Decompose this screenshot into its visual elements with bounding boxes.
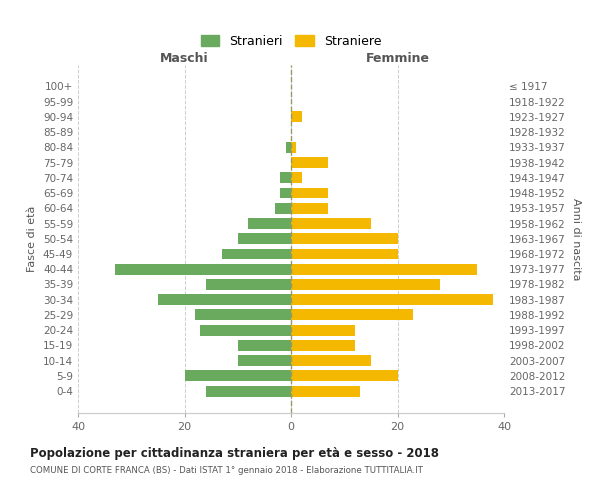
Bar [291,310,413,320]
Bar [195,310,291,320]
Text: COMUNE DI CORTE FRANCA (BS) - Dati ISTAT 1° gennaio 2018 - Elaborazione TUTTITAL: COMUNE DI CORTE FRANCA (BS) - Dati ISTAT… [30,466,423,475]
Text: Maschi: Maschi [160,52,209,65]
Text: Femmine: Femmine [365,52,430,65]
Bar [291,112,302,122]
Y-axis label: Anni di nascita: Anni di nascita [571,198,581,280]
Bar [291,203,328,213]
Bar [280,188,291,198]
Bar [291,142,296,153]
Text: Popolazione per cittadinanza straniera per età e sesso - 2018: Popolazione per cittadinanza straniera p… [30,448,439,460]
Bar [238,234,291,244]
Bar [185,370,291,382]
Bar [291,172,302,184]
Bar [200,324,291,336]
Bar [158,294,291,305]
Bar [291,386,360,396]
Bar [291,264,478,274]
Bar [115,264,291,274]
Bar [206,279,291,290]
Bar [206,386,291,396]
Bar [286,142,291,153]
Bar [291,355,371,366]
Bar [291,188,328,198]
Bar [291,248,398,260]
Legend: Stranieri, Straniere: Stranieri, Straniere [196,30,386,52]
Bar [291,340,355,351]
Bar [222,248,291,260]
Bar [248,218,291,229]
Bar [291,324,355,336]
Bar [280,172,291,184]
Bar [291,370,398,382]
Bar [275,203,291,213]
Bar [291,218,371,229]
Bar [238,340,291,351]
Bar [291,279,440,290]
Bar [238,355,291,366]
Bar [291,294,493,305]
Bar [291,234,398,244]
Y-axis label: Fasce di età: Fasce di età [28,206,37,272]
Bar [291,157,328,168]
